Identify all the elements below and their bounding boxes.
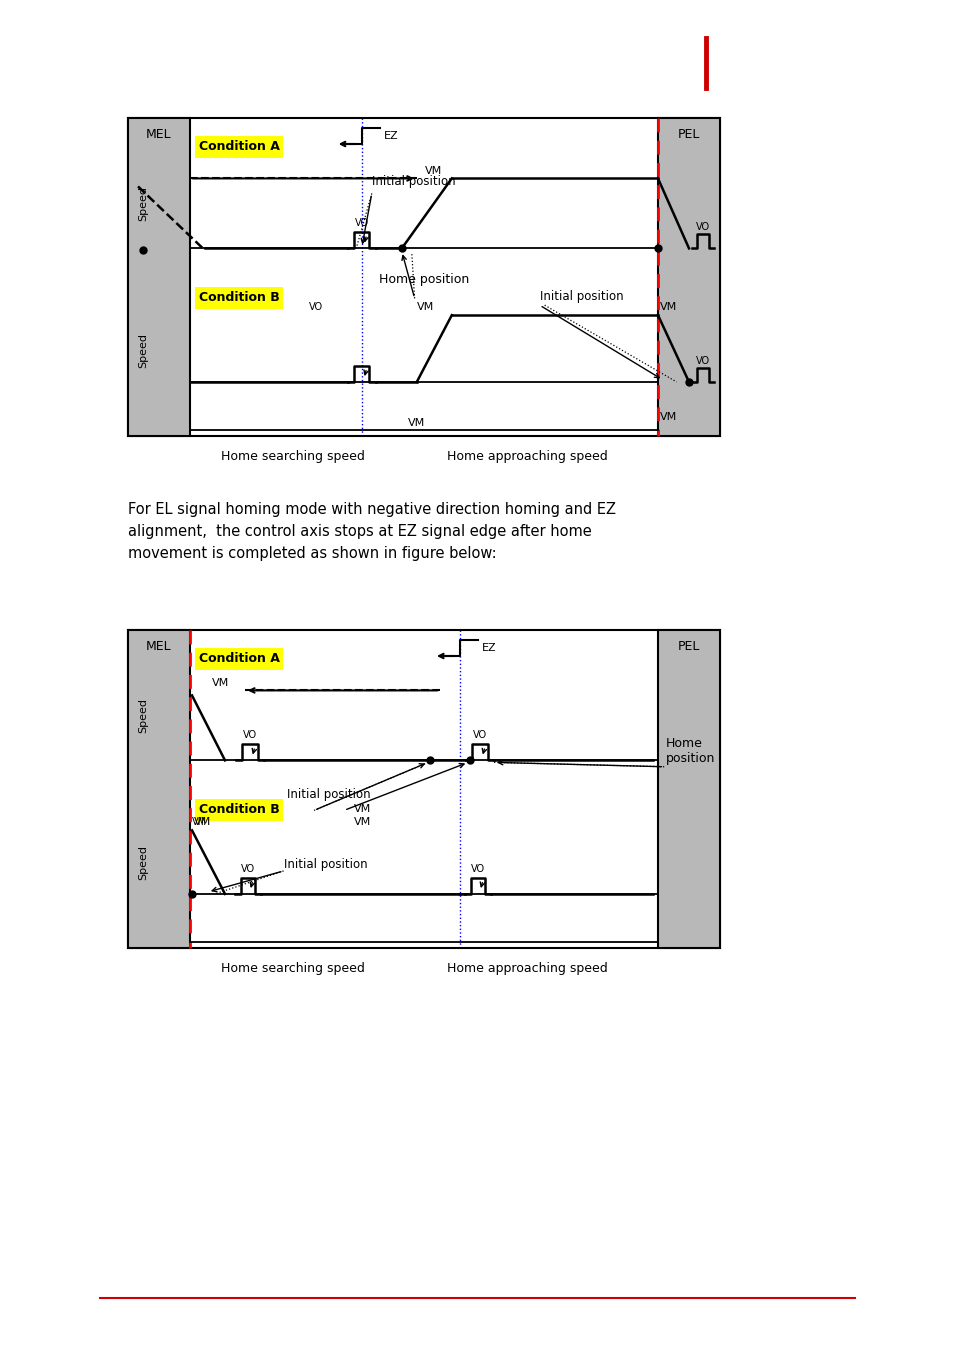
Text: Condition B: Condition B [198,803,279,817]
Text: Speed: Speed [138,845,148,880]
Text: Initial position: Initial position [287,788,371,802]
Text: VO: VO [695,356,709,366]
Text: VO: VO [241,864,254,873]
Text: EZ: EZ [481,644,497,653]
Text: VM: VM [416,301,434,312]
Bar [658,630,720,948]
Text: PEL: PEL [677,128,700,141]
Text: Speed: Speed [138,699,148,733]
Bar [128,630,190,948]
Bar [128,118,190,435]
Text: VO: VO [695,222,709,233]
Text: VM: VM [192,818,207,827]
Bar [128,118,720,435]
Text: Home searching speed: Home searching speed [221,450,364,462]
Bar [194,648,283,671]
Bar [128,630,720,948]
Bar [194,287,283,308]
Text: VO: VO [473,730,487,741]
Text: For EL signal homing mode with negative direction homing and EZ: For EL signal homing mode with negative … [128,502,616,516]
Text: MEL: MEL [146,128,172,141]
Text: VM: VM [354,804,371,814]
Text: VO: VO [471,864,485,873]
Text: Initial position: Initial position [283,859,367,871]
Text: Speed: Speed [138,333,148,368]
Text: Home approaching speed: Home approaching speed [446,963,607,975]
Text: Condition A: Condition A [198,653,279,665]
Text: Home
position: Home position [665,737,714,765]
Text: VO: VO [243,730,256,741]
Bar [658,118,720,435]
Text: alignment,  the control axis stops at EZ signal edge after home: alignment, the control axis stops at EZ … [128,525,591,539]
Text: VM: VM [212,679,229,688]
Text: VM: VM [408,418,425,429]
Text: Condition B: Condition B [198,291,279,304]
Text: VM: VM [193,818,211,827]
Text: Home searching speed: Home searching speed [221,963,364,975]
Text: VM: VM [659,412,677,422]
Text: VM: VM [659,301,677,312]
Text: Home position: Home position [378,273,469,287]
Text: MEL: MEL [146,639,172,653]
Text: Initial position: Initial position [372,176,455,188]
Text: VM: VM [354,818,371,827]
Text: EZ: EZ [383,131,398,141]
Text: Condition A: Condition A [198,141,279,154]
Text: VM: VM [424,166,441,176]
Bar [194,137,283,158]
Text: VO: VO [355,219,369,228]
Text: Home approaching speed: Home approaching speed [446,450,607,462]
Text: Initial position: Initial position [539,291,622,303]
Text: VO: VO [309,301,323,312]
Text: Speed: Speed [138,187,148,222]
Text: PEL: PEL [677,639,700,653]
Text: movement is completed as shown in figure below:: movement is completed as shown in figure… [128,546,497,561]
Bar [194,799,283,821]
